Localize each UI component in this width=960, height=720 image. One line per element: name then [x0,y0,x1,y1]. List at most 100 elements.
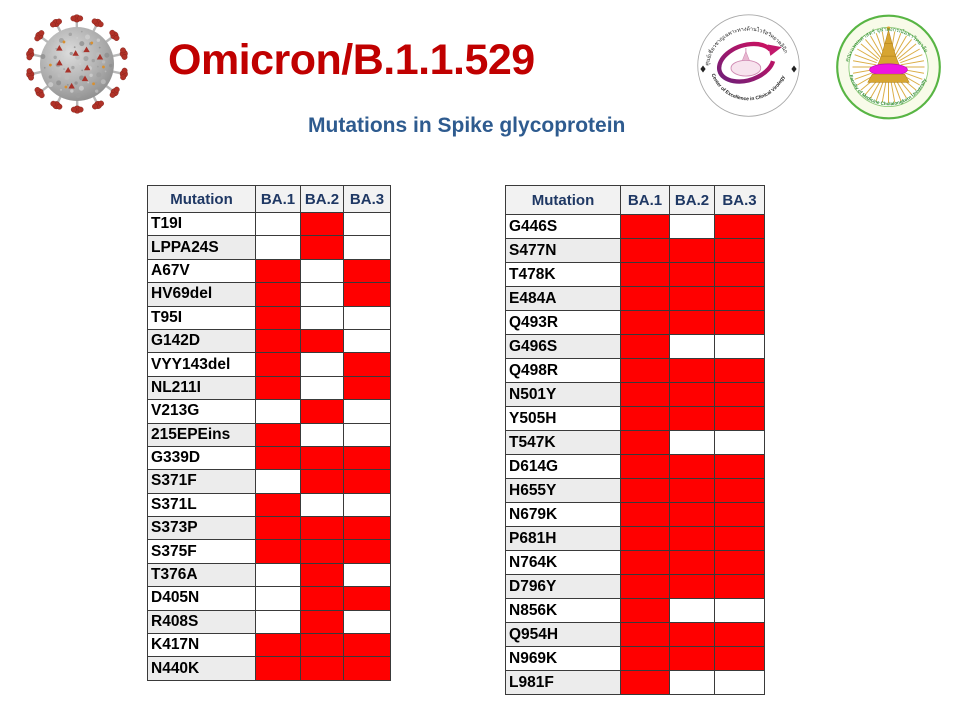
mutation-present-cell [714,262,765,287]
table-row: S375F [147,539,391,564]
mutation-absent-cell [669,214,715,239]
mutation-present-cell [714,478,765,503]
mutation-present-cell [669,502,715,527]
table-row: T478K [505,262,765,287]
table-row: T19I [147,211,391,237]
mutation-present-cell [620,550,670,575]
mutation-present-cell [669,574,715,599]
mutation-absent-cell [255,609,301,635]
mutation-present-cell [343,375,391,401]
mutation-present-cell [620,334,670,359]
diamond-ornament-icon [700,65,706,73]
mutation-present-cell [714,502,765,527]
mutation-present-cell [714,214,765,239]
mutation-label: D796Y [505,574,621,599]
mutation-label: R408S [147,609,256,635]
mutation-present-cell [620,406,670,431]
table-row: V213G [147,399,391,424]
mutation-label: N440K [147,656,256,681]
column-header-ba3: BA.3 [343,185,391,213]
mutation-present-cell [620,310,670,335]
mutation-present-cell [669,262,715,287]
mutation-present-cell [669,646,715,671]
mutation-present-cell [343,539,391,564]
mutation-absent-cell [343,562,391,588]
mutation-present-cell [343,282,391,307]
mutation-present-cell [255,305,301,330]
table-row: A67V [147,258,391,284]
table-row: N764K [505,550,765,575]
mutation-present-cell [714,238,765,263]
table-row: HV69del [147,282,391,307]
mutation-label: N856K [505,598,621,623]
table-row: E484A [505,286,765,311]
mutation-label: K417N [147,633,256,658]
mutation-table: Mutation BA.1 BA.2 BA.3 G446S S477N T478K E484A… [505,185,765,695]
column-header-mutation: Mutation [505,185,621,215]
mutation-label: T19I [147,211,256,237]
table-row: P681H [505,526,765,551]
mutation-present-cell [343,516,391,541]
mutation-present-cell [343,352,391,377]
mutation-present-cell [714,310,765,335]
mutation-present-cell [669,358,715,383]
mutation-present-cell [669,478,715,503]
table-row: Q493R [505,310,765,335]
table-row: G496S [505,334,765,359]
mutation-present-cell [255,492,301,518]
mutation-label: G496S [505,334,621,359]
spike-mutations-table-right: Mutation BA.1 BA.2 BA.3 G446S S477N T478K E484A… [505,185,765,695]
mutation-present-cell [714,406,765,431]
mutation-present-cell [714,574,765,599]
table-row: Q498R [505,358,765,383]
table-row: S371F [147,469,391,494]
mutation-absent-cell [343,399,391,424]
table-row: N969K [505,646,765,671]
mutation-label: T478K [505,262,621,287]
mutation-label: N679K [505,502,621,527]
table-row: G142D [147,328,391,354]
mutation-present-cell [343,656,391,681]
mutation-present-cell [620,382,670,407]
mutation-absent-cell [669,670,715,695]
mutation-label: Q954H [505,622,621,647]
mutation-present-cell [343,469,391,494]
mutation-present-cell [669,550,715,575]
mutation-label: Q493R [505,310,621,335]
mutation-present-cell [300,211,344,237]
mutation-absent-cell [300,492,344,518]
mutation-present-cell [255,328,301,354]
table-row: T376A [147,562,391,588]
mutation-present-cell [255,258,301,284]
mutation-present-cell [620,358,670,383]
mutation-absent-cell [669,598,715,623]
mutation-label: S371F [147,469,256,494]
mutation-present-cell [300,539,344,564]
mutation-label: D405N [147,586,256,611]
logo-faculty-of-medicine: คณะแพทยศาสตร์ จุฬาลงกรณ์มหาวิทยาลัย Facu… [832,13,945,121]
mutation-present-cell [669,454,715,479]
table-row: G446S [505,214,765,239]
mutation-label: L981F [505,670,621,695]
mutation-present-cell [620,454,670,479]
mutation-present-cell [300,445,344,471]
mutation-label: G142D [147,328,256,354]
mutation-absent-cell [714,334,765,359]
mutation-absent-cell [300,305,344,330]
mutation-absent-cell [343,422,391,447]
mutation-present-cell [620,430,670,455]
table-row: VYY143del [147,352,391,377]
mutation-label: N969K [505,646,621,671]
table-row: NL211I [147,375,391,401]
mutation-present-cell [669,238,715,263]
mutation-absent-cell [300,375,344,401]
column-header-ba1: BA.1 [255,185,301,213]
virology-swirl-icon [716,41,782,84]
mutation-label: S373P [147,516,256,541]
table-row: S373P [147,516,391,541]
mutation-present-cell [255,375,301,401]
mutation-present-cell [255,656,301,681]
table-row: K417N [147,633,391,658]
mutation-absent-cell [343,492,391,518]
